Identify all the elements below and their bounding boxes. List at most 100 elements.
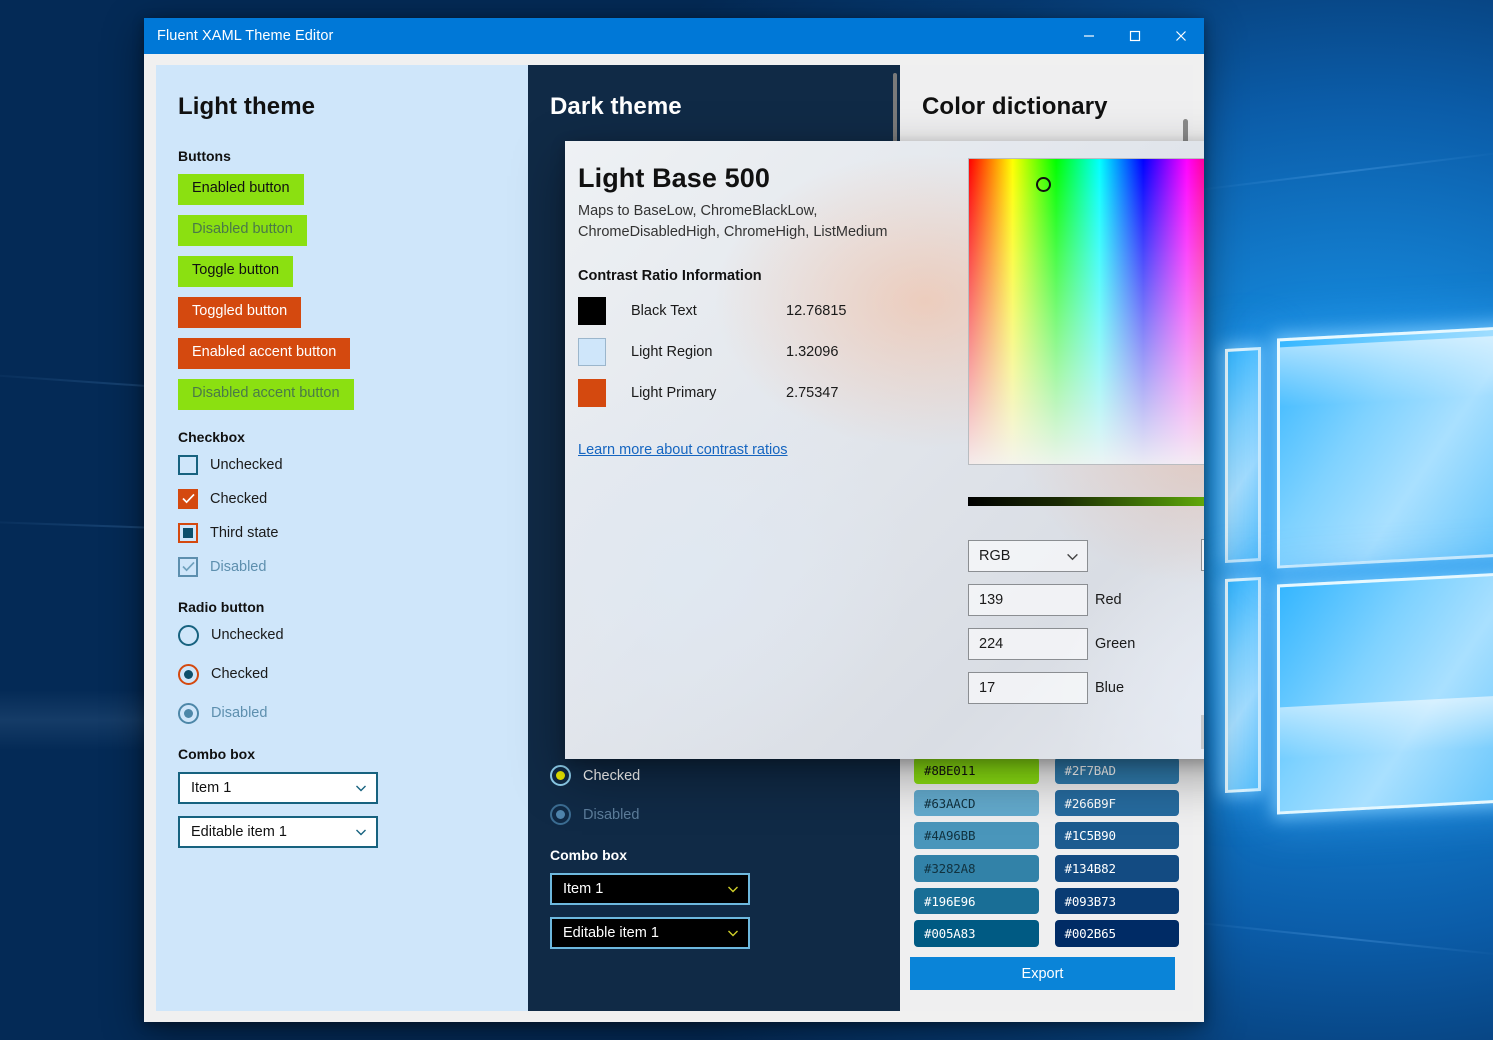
dark-radio-disabled: Disabled — [550, 804, 880, 825]
green-label: Green — [1095, 636, 1136, 652]
radio-selected-icon — [178, 663, 199, 685]
app-window: Fluent XAML Theme Editor Light theme But… — [144, 18, 1204, 1022]
swatch-item[interactable]: #266B9F — [1054, 789, 1179, 817]
radio-selected-icon — [178, 702, 199, 724]
swatch-grid: #8BE011 #63AACD #4A96BB #3282A8 #196E96 … — [900, 757, 1193, 948]
green-input[interactable]: 224 — [968, 628, 1088, 660]
toggle-button[interactable]: Toggle button — [178, 255, 294, 287]
contrast-value: 12.76815 — [786, 303, 847, 320]
disabled-accent-button: Disabled accent button — [178, 378, 354, 410]
chevron-down-icon — [356, 829, 366, 836]
color-chip — [578, 338, 606, 367]
swatch-column-right: #2F7BAD #266B9F #1C5B90 #134B82 #093B73 … — [1054, 757, 1179, 948]
dark-combobox-item[interactable]: Item 1 — [550, 873, 750, 905]
swatch-item[interactable]: #8BE011 — [914, 757, 1039, 784]
checkbox-icon — [178, 454, 198, 475]
enabled-button[interactable]: Enabled button — [178, 174, 304, 205]
light-theme-panel: Light theme Buttons Enabled button Disab… — [156, 65, 528, 1011]
blue-input[interactable]: 17 — [968, 672, 1088, 704]
minimize-icon[interactable] — [1066, 18, 1112, 54]
dark-panel-scrollbar[interactable] — [892, 73, 898, 1003]
radio-checked[interactable]: Checked — [178, 663, 502, 685]
learn-more-link[interactable]: Learn more about contrast ratios — [578, 442, 788, 459]
dark-radio-checked[interactable]: Checked — [550, 765, 880, 786]
checkbox-unchecked[interactable]: Unchecked — [178, 454, 502, 475]
swatch-item[interactable]: #2F7BAD — [1054, 757, 1179, 784]
picker-cursor[interactable] — [1036, 177, 1051, 192]
checkbox-label: Third state — [210, 524, 279, 541]
color-dictionary-title: Color dictionary — [922, 93, 1108, 120]
combobox-value: Item 1 — [563, 881, 604, 897]
close-icon[interactable] — [1158, 18, 1204, 54]
radio-label: Disabled — [211, 705, 268, 722]
wallpaper-streak — [1179, 920, 1493, 957]
windows-logo — [1215, 320, 1493, 850]
combobox-value: Editable item 1 — [563, 925, 659, 941]
color-mode-select[interactable]: RGB — [968, 540, 1088, 572]
swatch-item[interactable]: #4A96BB — [914, 822, 1039, 850]
dialog-subtitle: Maps to BaseLow, ChromeBlackLow, ChromeD… — [578, 203, 888, 240]
radio-selected-icon — [550, 804, 571, 825]
window-title: Fluent XAML Theme Editor — [157, 28, 334, 44]
contrast-row: Black Text 12.76815 — [578, 297, 1204, 326]
checkbox-label: Unchecked — [210, 456, 283, 473]
swatch-item[interactable]: #1C5B90 — [1054, 822, 1179, 850]
buttons-section-label: Buttons — [178, 148, 231, 164]
checkbox-check-icon — [178, 556, 198, 577]
color-chip — [578, 379, 606, 408]
checkbox-third-state[interactable]: Third state — [178, 522, 502, 543]
export-button[interactable]: Export — [910, 957, 1175, 990]
swatch-item[interactable]: #093B73 — [1054, 887, 1179, 915]
color-mode-value: RGB — [979, 548, 1011, 564]
contrast-ratio-heading: Contrast Ratio Information — [578, 268, 762, 285]
red-input[interactable]: 139 — [968, 584, 1088, 616]
combobox-item[interactable]: Item 1 — [178, 771, 378, 804]
swatch-column-left: #8BE011 #63AACD #4A96BB #3282A8 #196E96 … — [914, 757, 1039, 948]
radio-unchecked[interactable]: Unchecked — [178, 624, 502, 646]
brightness-slider[interactable] — [968, 494, 1204, 508]
light-theme-title: Light theme — [178, 93, 316, 120]
revert-color-button[interactable]: Revert Color — [1201, 715, 1204, 749]
hex-input[interactable]: #8BE011 — [1201, 539, 1204, 571]
chevron-down-icon — [1067, 553, 1078, 560]
contrast-name: Light Primary — [631, 385, 717, 402]
dark-theme-title: Dark theme — [550, 93, 682, 120]
combobox-editable[interactable]: Editable item 1 — [178, 815, 378, 848]
combobox-value: Editable item 1 — [191, 823, 287, 840]
radio-selected-icon — [550, 765, 571, 786]
combobox-section-label: Combo box — [178, 745, 255, 762]
disabled-button: Disabled button — [178, 214, 307, 246]
maximize-icon[interactable] — [1112, 18, 1158, 54]
checkbox-section-label: Checkbox — [178, 428, 245, 445]
combobox-value: Item 1 — [191, 779, 232, 796]
swatch-item[interactable]: #196E96 — [914, 887, 1039, 915]
checkbox-label: Disabled — [210, 558, 267, 575]
contrast-row: Light Primary 2.75347 — [578, 379, 1204, 408]
contrast-value: 1.32096 — [786, 344, 839, 361]
radio-disabled: Disabled — [178, 702, 502, 724]
color-chip — [578, 297, 606, 326]
enabled-accent-button[interactable]: Enabled accent button — [178, 337, 351, 369]
checkbox-checked[interactable]: Checked — [178, 488, 502, 509]
checkbox-label: Checked — [210, 490, 268, 507]
swatch-item[interactable]: #63AACD — [914, 789, 1039, 817]
contrast-name: Light Region — [631, 344, 713, 361]
saturation-value-square[interactable] — [968, 158, 1204, 465]
dialog-title: Light Base 500 — [578, 163, 770, 193]
radio-section-label: Radio button — [178, 598, 265, 615]
radio-label: Checked — [211, 666, 269, 683]
toggled-button[interactable]: Toggled button — [178, 296, 302, 328]
red-label: Red — [1095, 592, 1122, 608]
contrast-row: Light Region 1.32096 — [578, 338, 1204, 367]
swatch-item[interactable]: #005A83 — [914, 920, 1039, 948]
radio-label: Disabled — [583, 806, 640, 823]
swatch-item[interactable]: #002B65 — [1054, 920, 1179, 948]
swatch-item[interactable]: #134B82 — [1054, 855, 1179, 882]
swatch-item[interactable]: #3282A8 — [914, 855, 1039, 882]
radio-label: Checked — [583, 767, 641, 784]
chevron-down-icon — [728, 886, 738, 893]
dark-combobox-editable[interactable]: Editable item 1 — [550, 917, 750, 949]
chevron-down-icon — [356, 785, 366, 792]
radio-icon — [178, 624, 199, 646]
